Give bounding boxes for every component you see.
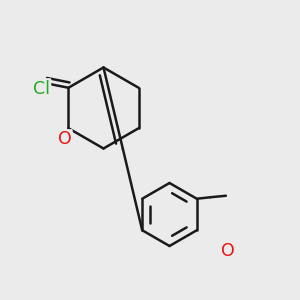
Text: Cl: Cl xyxy=(33,80,50,98)
Text: O: O xyxy=(58,130,71,148)
Text: O: O xyxy=(220,242,234,260)
